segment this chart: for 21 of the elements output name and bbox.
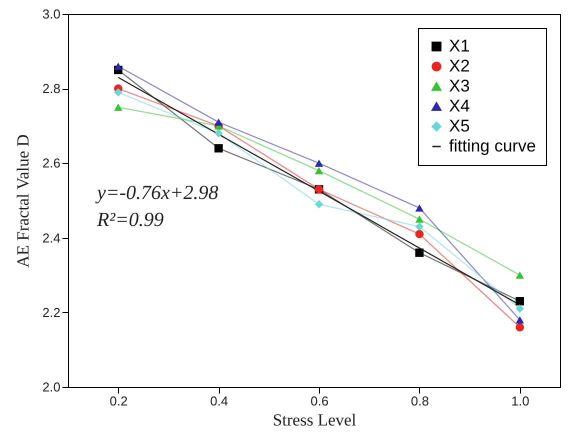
x-tick-label: 0.8 bbox=[410, 394, 429, 408]
x-tick-label: 0.6 bbox=[310, 394, 329, 408]
x-axis-title: Stress Level bbox=[272, 410, 357, 430]
legend-label: X3 bbox=[449, 76, 470, 96]
legend-label: X2 bbox=[449, 56, 470, 76]
x-tick-label: 0.2 bbox=[110, 394, 128, 408]
y-tick-label: 2.2 bbox=[42, 304, 60, 320]
y-tick-label: 2.0 bbox=[42, 380, 60, 394]
x-tick-label: 0.4 bbox=[210, 394, 228, 408]
legend-label: fitting curve bbox=[449, 136, 536, 156]
legend-label: X4 bbox=[449, 96, 470, 116]
x-tick-label: 1.0 bbox=[511, 394, 530, 408]
annotation: y=-0.76x+2.98 bbox=[95, 182, 218, 204]
y-tick-label: 3.0 bbox=[42, 6, 60, 22]
annotation: R²=0.99 bbox=[96, 209, 164, 231]
y-tick-label: 2.8 bbox=[42, 81, 60, 96]
y-axis-title: AE Fractal Value D bbox=[13, 134, 32, 268]
y-tick-label: 2.4 bbox=[42, 230, 60, 246]
legend-label: X5 bbox=[449, 116, 470, 136]
legend-label: X1 bbox=[449, 36, 470, 56]
y-tick-label: 2.6 bbox=[42, 156, 60, 171]
